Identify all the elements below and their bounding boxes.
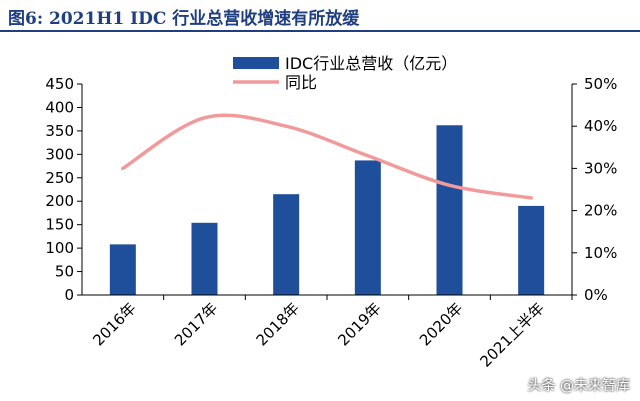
left-tick-label: 450 — [45, 75, 74, 93]
x-tick-label: 2020年 — [416, 299, 466, 349]
left-axis: 0 50 100 150 200 250 300 350 400 450 — [45, 75, 83, 304]
right-tick-label: 40% — [584, 117, 617, 135]
right-tick-label: 30% — [584, 159, 617, 177]
left-tick-label: 400 — [45, 98, 74, 116]
x-tick-label: 2019年 — [334, 299, 384, 349]
bar — [518, 205, 545, 295]
watermark: 头条 @未来智库 — [527, 378, 630, 394]
left-tick-label: 200 — [45, 192, 74, 210]
left-tick-label: 150 — [45, 216, 74, 234]
left-tick-label: 300 — [45, 145, 74, 163]
right-tick-label: 20% — [584, 202, 617, 220]
right-tick-label: 10% — [584, 244, 617, 262]
bar — [191, 222, 218, 295]
line-series — [121, 113, 533, 200]
line-path — [121, 113, 533, 200]
bar — [354, 160, 381, 295]
left-tick-label: 50 — [55, 263, 74, 281]
legend-label-line: 同比 — [285, 73, 317, 92]
x-tick-label: 2021上半年 — [476, 299, 548, 371]
left-tick-label: 100 — [45, 239, 74, 257]
x-tick-label: 2016年 — [89, 299, 139, 349]
legend: IDC行业总营收（亿元）同比 — [233, 54, 457, 92]
right-tick-label: 50% — [584, 75, 617, 93]
legend-label-bar: IDC行业总营收（亿元） — [285, 54, 457, 73]
left-tick-label: 350 — [45, 122, 74, 140]
x-tick-label: 2018年 — [253, 299, 303, 349]
x-tick-label: 2017年 — [171, 299, 221, 349]
left-tick-label: 0 — [64, 286, 74, 304]
bar — [436, 125, 463, 295]
right-tick-label: 0% — [584, 286, 608, 304]
legend-swatch-bar — [233, 57, 279, 69]
bar — [109, 244, 136, 295]
title-bar: 图6: 2021H1 IDC 行业总营收增速有所放缓 — [0, 0, 640, 32]
x-axis: 2016年 2017年 2018年 2019年 2020年 2021上半年 — [82, 294, 573, 371]
left-tick-label: 250 — [45, 169, 74, 187]
title-divider — [0, 30, 640, 32]
bar-series — [109, 125, 545, 295]
chart-title: 图6: 2021H1 IDC 行业总营收增速有所放缓 — [8, 9, 360, 29]
bar — [273, 194, 300, 295]
right-axis: 0% 10% 20% 30% 40% 50% — [571, 75, 617, 304]
